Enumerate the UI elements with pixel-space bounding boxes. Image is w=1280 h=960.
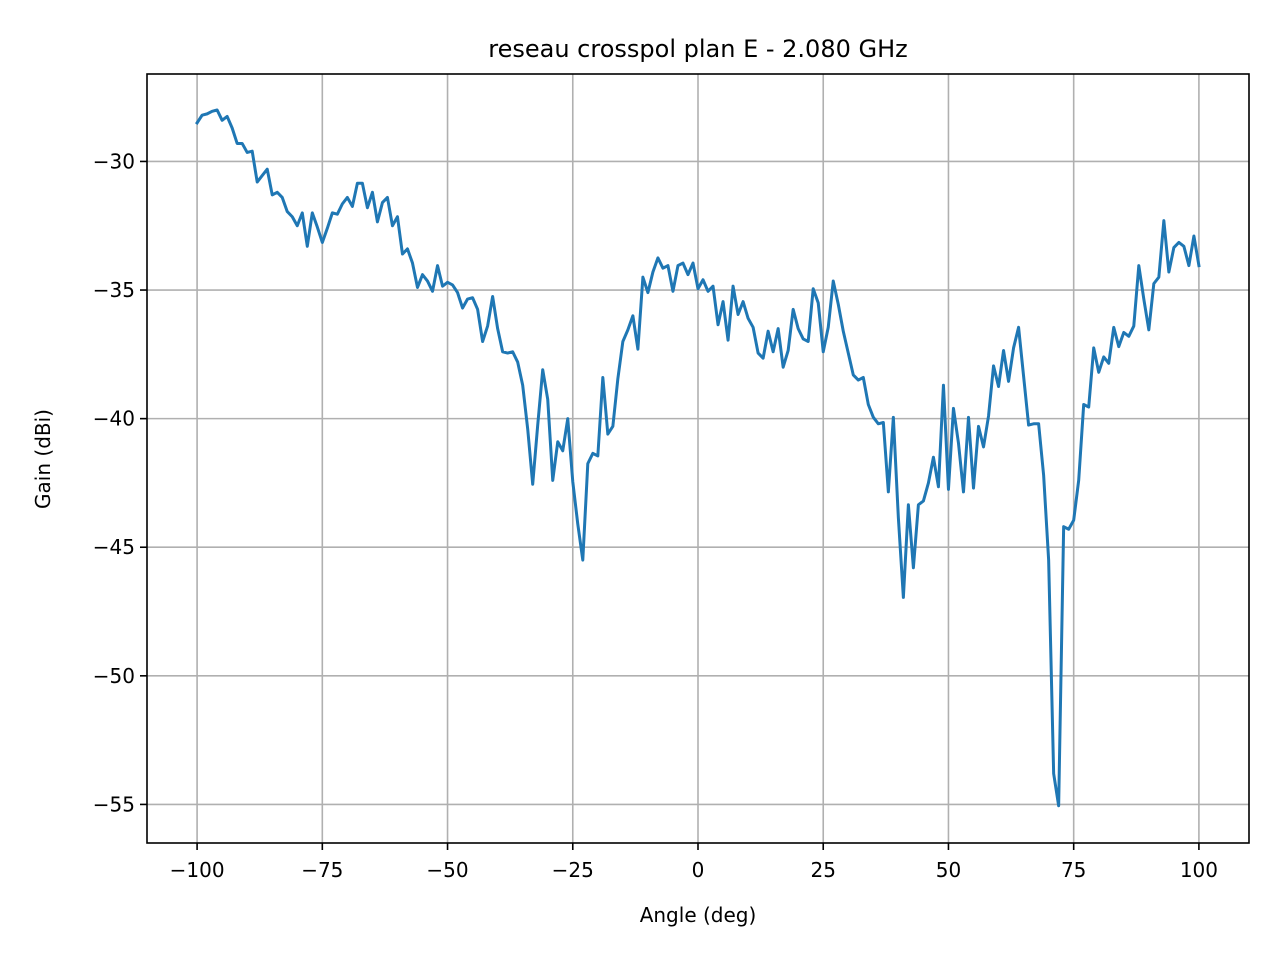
x-axis-label: Angle (deg) <box>640 903 757 927</box>
y-axis-label: Gain (dBi) <box>31 409 55 509</box>
x-tick-label: 75 <box>1061 858 1086 882</box>
x-tick-label: −100 <box>170 858 225 882</box>
x-tick-label: 100 <box>1180 858 1218 882</box>
chart-title: reseau crosspol plan E - 2.080 GHz <box>488 35 907 63</box>
series-group <box>195 108 1201 808</box>
y-tick-label: −40 <box>93 407 135 431</box>
series-line-0 <box>195 108 1201 808</box>
x-tick-label: −75 <box>301 858 343 882</box>
x-tick-label: 25 <box>811 858 836 882</box>
y-tick-label: −50 <box>93 664 135 688</box>
y-tick-label: −45 <box>93 535 135 559</box>
x-tick-label: −25 <box>552 858 594 882</box>
grid-lines <box>147 74 1249 843</box>
x-tick-label: 0 <box>692 858 705 882</box>
y-tick-label: −35 <box>93 278 135 302</box>
y-tick-label: −30 <box>93 149 135 173</box>
x-axis-ticks: −100 −75 −50 −25 0 25 50 75 100 <box>170 843 1218 882</box>
y-tick-label: −55 <box>93 792 135 816</box>
y-axis-ticks: −30 −35 −40 −45 −50 −55 <box>93 149 147 816</box>
x-tick-label: 50 <box>936 858 961 882</box>
x-tick-label: −50 <box>426 858 468 882</box>
